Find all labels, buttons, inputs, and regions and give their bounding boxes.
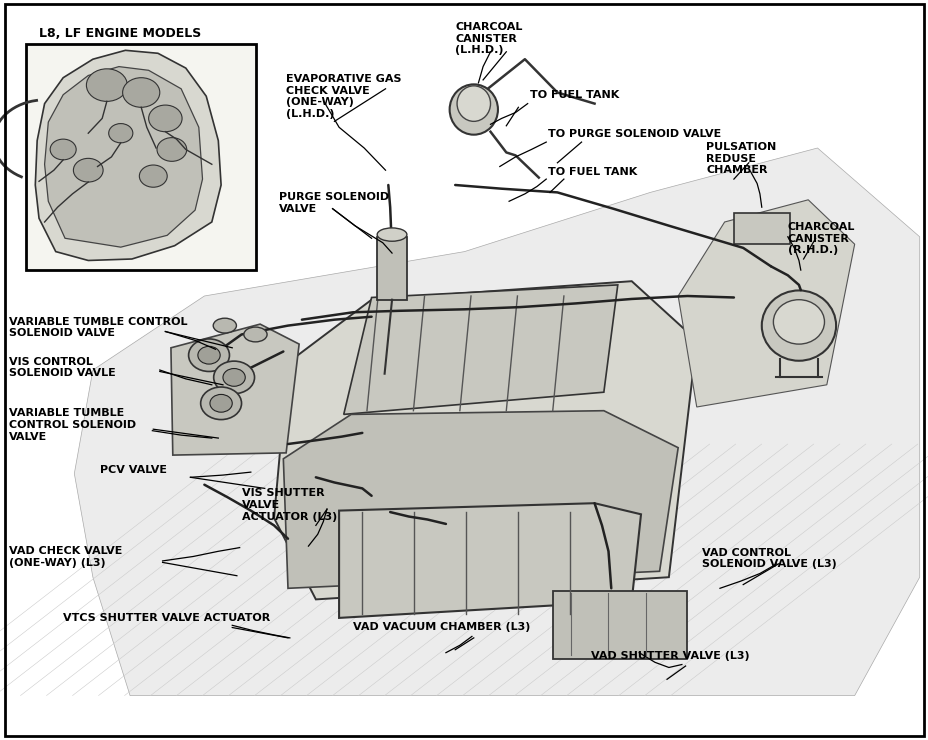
Bar xyxy=(552,591,687,659)
Ellipse shape xyxy=(377,228,406,241)
Text: CHARCOAL
CANISTER
(L.H.D.): CHARCOAL CANISTER (L.H.D.) xyxy=(455,22,522,56)
Circle shape xyxy=(50,139,76,160)
Text: VIS CONTROL
SOLENOID VAVLE: VIS CONTROL SOLENOID VAVLE xyxy=(9,357,116,378)
Polygon shape xyxy=(45,67,202,247)
Ellipse shape xyxy=(457,86,490,121)
Polygon shape xyxy=(339,503,640,618)
Text: VIS SHUTTER
VALVE
ACTUATOR (L3): VIS SHUTTER VALVE ACTUATOR (L3) xyxy=(241,488,337,522)
Text: VAD SHUTTER VALVE (L3): VAD SHUTTER VALVE (L3) xyxy=(590,651,749,662)
Text: TO FUEL TANK: TO FUEL TANK xyxy=(529,90,618,101)
Circle shape xyxy=(198,346,220,364)
Ellipse shape xyxy=(213,318,236,333)
Circle shape xyxy=(122,78,160,107)
Polygon shape xyxy=(171,324,299,455)
Ellipse shape xyxy=(772,300,824,344)
Polygon shape xyxy=(274,281,696,599)
Ellipse shape xyxy=(449,84,497,135)
Text: VARIABLE TUMBLE
CONTROL SOLENOID
VALVE: VARIABLE TUMBLE CONTROL SOLENOID VALVE xyxy=(9,408,136,442)
Text: VAD CHECK VALVE
(ONE-WAY) (L3): VAD CHECK VALVE (ONE-WAY) (L3) xyxy=(9,546,122,568)
Bar xyxy=(26,44,256,270)
Text: VARIABLE TUMBLE CONTROL
SOLENOID VALVE: VARIABLE TUMBLE CONTROL SOLENOID VALVE xyxy=(9,317,187,338)
Polygon shape xyxy=(283,411,677,588)
Text: PULSATION
REDUSE
CHAMBER: PULSATION REDUSE CHAMBER xyxy=(705,142,776,175)
Circle shape xyxy=(157,138,187,161)
Polygon shape xyxy=(343,285,617,414)
Text: PCV VALVE: PCV VALVE xyxy=(100,465,167,475)
Circle shape xyxy=(223,369,245,386)
Circle shape xyxy=(210,394,232,412)
Circle shape xyxy=(148,105,182,132)
Ellipse shape xyxy=(243,327,267,342)
Circle shape xyxy=(73,158,103,182)
Circle shape xyxy=(86,69,127,101)
Circle shape xyxy=(188,339,229,371)
FancyBboxPatch shape xyxy=(733,213,789,244)
Text: VAD CONTROL
SOLENOID VALVE (L3): VAD CONTROL SOLENOID VALVE (L3) xyxy=(702,548,836,569)
Text: VTCS SHUTTER VALVE ACTUATOR: VTCS SHUTTER VALVE ACTUATOR xyxy=(63,613,270,623)
Polygon shape xyxy=(74,148,919,696)
Text: L8, LF ENGINE MODELS: L8, LF ENGINE MODELS xyxy=(39,27,201,40)
Circle shape xyxy=(139,165,167,187)
Text: TO PURGE SOLENOID VALVE: TO PURGE SOLENOID VALVE xyxy=(548,129,720,139)
Polygon shape xyxy=(35,50,221,260)
Ellipse shape xyxy=(761,291,835,360)
Circle shape xyxy=(200,387,241,420)
Text: EVAPORATIVE GAS
CHECK VALVE
(ONE-WAY)
(L.H.D.): EVAPORATIVE GAS CHECK VALVE (ONE-WAY) (L… xyxy=(286,74,401,119)
Bar xyxy=(377,237,406,300)
Circle shape xyxy=(109,124,133,143)
Polygon shape xyxy=(677,200,854,407)
Circle shape xyxy=(213,361,254,394)
Text: PURGE SOLENOID
VALVE: PURGE SOLENOID VALVE xyxy=(278,192,389,214)
Text: CHARCOAL
CANISTER
(R.H.D.): CHARCOAL CANISTER (R.H.D.) xyxy=(787,222,855,255)
Text: VAD VACUUM CHAMBER (L3): VAD VACUUM CHAMBER (L3) xyxy=(353,622,530,632)
Text: TO FUEL TANK: TO FUEL TANK xyxy=(548,166,637,177)
